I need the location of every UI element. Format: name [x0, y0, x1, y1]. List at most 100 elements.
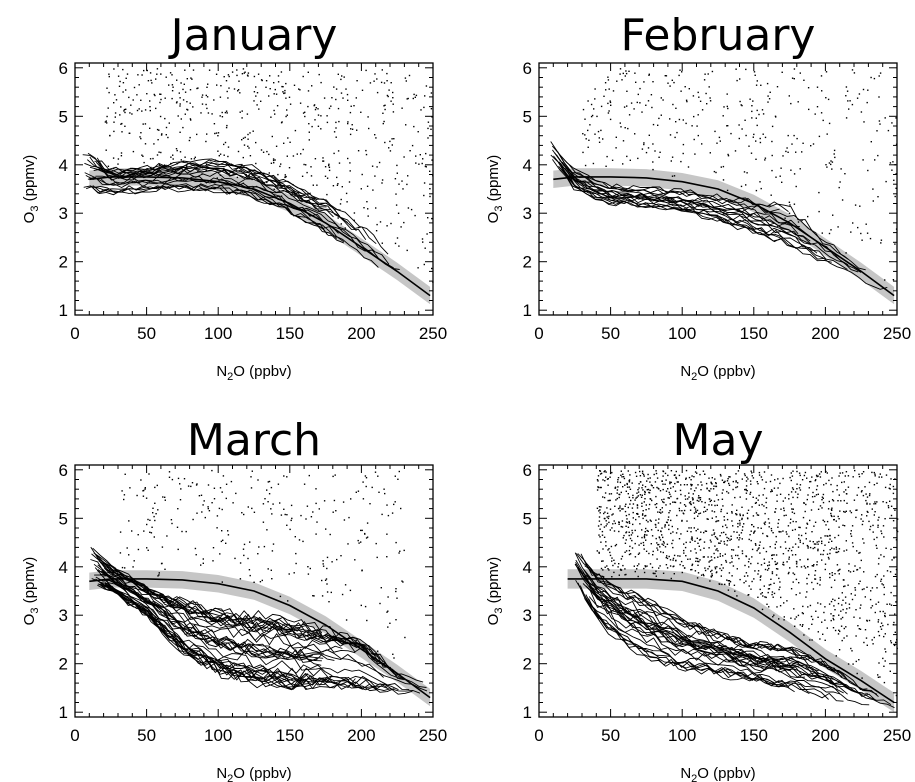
scatter-point: [797, 101, 799, 103]
scatter-point: [244, 136, 246, 139]
scatter-point: [644, 498, 646, 500]
scatter-point: [337, 73, 339, 75]
scatter-point: [608, 515, 610, 518]
scatter-point: [732, 549, 735, 551]
scatter-point: [774, 543, 776, 546]
scatter-point: [866, 620, 868, 622]
scatter-point: [675, 477, 678, 480]
scatter-point: [845, 86, 848, 88]
scatter-point: [588, 139, 590, 141]
scatter-point: [704, 501, 706, 504]
y-tick-label: 3: [59, 204, 68, 223]
scatter-point: [822, 519, 824, 521]
scatter-point: [820, 471, 822, 473]
scatter-point: [723, 540, 725, 543]
scatter-point: [751, 475, 753, 477]
scatter-point: [876, 536, 878, 539]
scatter-point: [225, 497, 227, 500]
scatter-point: [890, 548, 892, 550]
scatter-point: [688, 496, 690, 498]
scatter-point: [887, 623, 889, 626]
scatter-point: [388, 89, 390, 91]
scatter-point: [791, 554, 794, 556]
scatter-point: [895, 117, 897, 119]
scatter-point: [884, 518, 886, 520]
scatter-point: [643, 475, 645, 477]
scatter-point: [819, 584, 821, 586]
scatter-point: [794, 625, 796, 627]
plot-frame: [74, 62, 434, 316]
scatter-point: [833, 548, 835, 550]
scatter-point: [681, 519, 683, 522]
scatter-point: [150, 79, 152, 82]
scatter-point: [685, 469, 688, 472]
scatter-point: [356, 129, 358, 131]
scatter-point: [643, 567, 645, 570]
scatter-point: [776, 500, 778, 502]
scatter-point: [415, 155, 417, 157]
scatter-point: [713, 532, 716, 534]
scatter-point: [762, 595, 764, 597]
scatter-point: [140, 479, 142, 481]
scatter-point: [236, 69, 238, 71]
scatter-point: [291, 517, 293, 520]
scatter-point: [367, 116, 369, 118]
scatter-point: [343, 519, 346, 521]
scatter-point: [598, 520, 601, 522]
scatter-point: [741, 538, 743, 540]
scatter-point: [710, 488, 712, 490]
scatter-point: [778, 530, 780, 533]
scatter-point: [177, 508, 179, 510]
y-tick-label: 4: [59, 558, 68, 577]
scatter-point: [152, 507, 154, 509]
y-tick-label: 5: [523, 107, 532, 126]
scatter-point: [727, 580, 730, 582]
scatter-point: [271, 513, 273, 515]
x-tick-label: 100: [668, 324, 696, 343]
scatter-point: [153, 168, 155, 170]
scatter-point: [171, 90, 174, 92]
scatter-point: [742, 526, 744, 528]
scatter-point: [629, 159, 631, 161]
scatter-point: [889, 488, 891, 490]
scatter-point: [700, 574, 703, 576]
scatter-point: [273, 162, 275, 164]
scatter-point: [796, 565, 798, 568]
scatter-point: [192, 106, 194, 108]
scatter-point: [604, 82, 607, 84]
scatter-point: [606, 512, 609, 514]
scatter-point: [394, 178, 397, 180]
scatter-point: [627, 470, 629, 472]
scatter-point: [812, 143, 815, 145]
scatter-point: [860, 232, 862, 235]
scatter-point: [856, 568, 859, 571]
scatter-point: [597, 525, 600, 527]
scatter-point: [675, 476, 677, 479]
scatter-point: [295, 552, 297, 555]
scatter-point: [273, 82, 275, 84]
scatter-point: [120, 152, 123, 154]
scatter-point: [683, 567, 686, 569]
scatter-point: [610, 545, 613, 548]
scatter-point: [302, 75, 304, 78]
scatter-point: [270, 569, 272, 571]
scatter-point: [832, 214, 834, 216]
scatter-point: [332, 185, 335, 187]
scatter-point: [664, 483, 666, 485]
scatter-point: [648, 74, 650, 76]
scatter-point: [714, 545, 716, 547]
scatter-point: [828, 558, 830, 560]
scatter-point: [422, 241, 424, 243]
scatter-point: [221, 491, 223, 493]
scatter-point: [645, 519, 648, 522]
scatter-point: [750, 152, 753, 154]
scatter-point: [330, 105, 332, 107]
scatter-point: [641, 111, 643, 113]
scatter-point: [695, 560, 697, 562]
scatter-point: [627, 526, 630, 528]
scatter-point: [243, 554, 245, 557]
scatter-point: [677, 528, 679, 530]
scatter-point: [858, 659, 860, 661]
scatter-point: [890, 505, 893, 507]
